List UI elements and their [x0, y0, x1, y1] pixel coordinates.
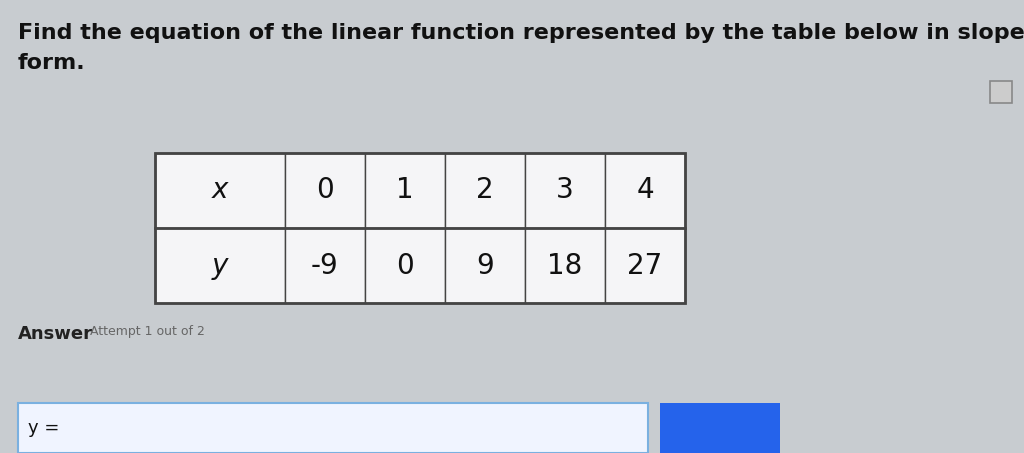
Bar: [605, 153, 685, 228]
Text: 0: 0: [396, 251, 414, 280]
Bar: [285, 153, 365, 228]
Bar: [18, 403, 648, 453]
Bar: [285, 228, 365, 303]
Bar: [525, 153, 605, 228]
Text: Answer: Answer: [18, 325, 93, 343]
Text: Attempt 1 out of 2: Attempt 1 out of 2: [90, 325, 205, 338]
Text: Find the equation of the linear function represented by the table below in slope: Find the equation of the linear function…: [18, 23, 1024, 43]
Text: -9: -9: [311, 251, 339, 280]
Bar: [365, 153, 445, 228]
Text: 9: 9: [476, 251, 494, 280]
Bar: [365, 228, 445, 303]
Text: 0: 0: [316, 177, 334, 204]
Bar: [445, 153, 525, 228]
Text: 1: 1: [396, 177, 414, 204]
Text: form.: form.: [18, 53, 86, 73]
Bar: [990, 81, 1012, 103]
Text: 4: 4: [636, 177, 653, 204]
Text: 2: 2: [476, 177, 494, 204]
Bar: [155, 228, 285, 303]
Text: y =: y =: [28, 419, 59, 437]
Text: 3: 3: [556, 177, 573, 204]
Bar: [605, 228, 685, 303]
Text: x: x: [212, 177, 228, 204]
Bar: [660, 403, 780, 453]
Bar: [155, 153, 685, 303]
Text: 27: 27: [628, 251, 663, 280]
Bar: [155, 153, 285, 228]
Bar: [525, 228, 605, 303]
Bar: [445, 228, 525, 303]
Text: 18: 18: [548, 251, 583, 280]
Text: y: y: [212, 251, 228, 280]
